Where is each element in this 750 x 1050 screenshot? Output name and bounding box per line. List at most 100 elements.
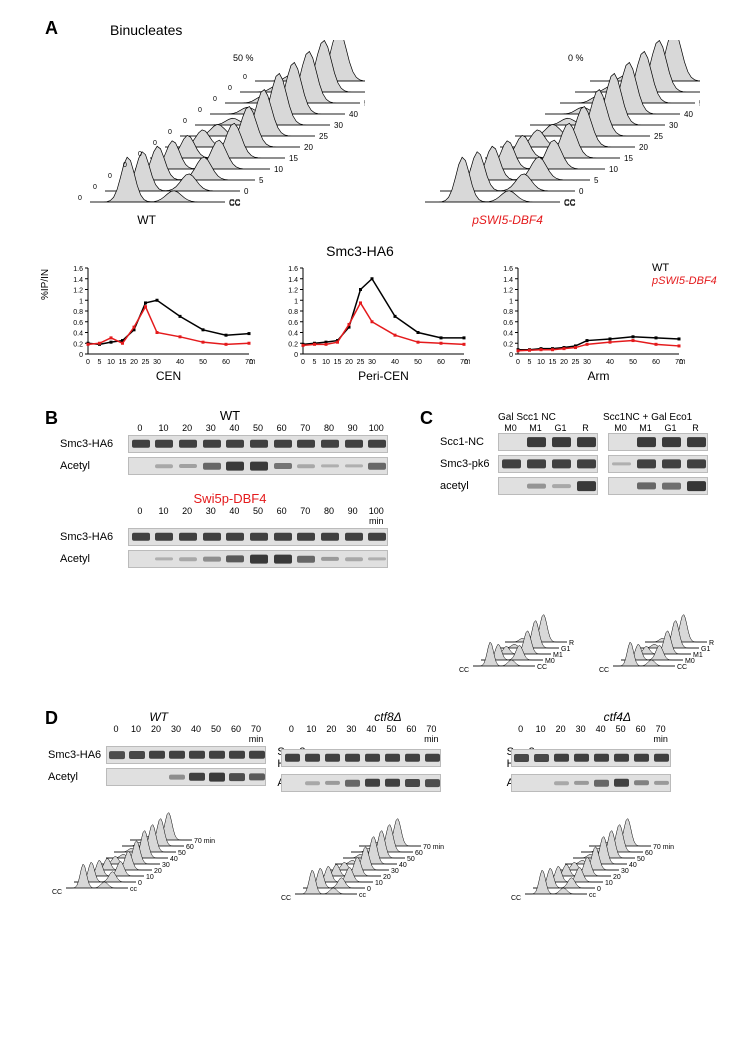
svg-text:CC: CC (564, 199, 576, 208)
svg-text:CC: CC (281, 895, 291, 902)
svg-text:30: 30 (368, 359, 376, 366)
svg-text:0.8: 0.8 (288, 309, 298, 316)
svg-text:60: 60 (415, 850, 423, 857)
svg-text:50: 50 (407, 856, 415, 863)
svg-text:0.6: 0.6 (73, 320, 83, 327)
svg-text:20: 20 (154, 868, 162, 875)
svg-text:1.4: 1.4 (503, 277, 513, 284)
svg-text:0.2: 0.2 (73, 341, 83, 348)
svg-text:50: 50 (629, 359, 637, 366)
svg-text:0: 0 (244, 187, 249, 196)
svg-text:40: 40 (176, 359, 184, 366)
svg-text:Arm: Arm (588, 369, 610, 382)
svg-text:0.4: 0.4 (73, 331, 83, 338)
svg-text:30: 30 (621, 868, 629, 875)
svg-text:30: 30 (391, 868, 399, 875)
svg-text:0 %: 0 % (568, 53, 584, 63)
svg-text:0: 0 (86, 359, 90, 366)
svg-text:1: 1 (509, 298, 513, 305)
svg-text:15: 15 (289, 154, 298, 163)
svg-text:0: 0 (138, 880, 142, 887)
svg-text:40: 40 (170, 856, 178, 863)
svg-text:cc: cc (359, 892, 367, 899)
svg-text:min: min (249, 357, 255, 366)
svg-text:M1: M1 (553, 652, 563, 659)
svg-text:30: 30 (334, 121, 343, 130)
svg-text:30: 30 (162, 862, 170, 869)
svg-text:50 %: 50 % (233, 53, 254, 63)
facs-3d-c-right: CCM0M1G1RCC (595, 580, 725, 680)
svg-text:40: 40 (606, 359, 614, 366)
facs-3d-c-left: CCM0M1G1RCC (455, 580, 585, 680)
svg-text:10: 10 (605, 880, 613, 887)
svg-text:0: 0 (198, 107, 202, 114)
svg-text:0: 0 (579, 187, 584, 196)
svg-text:10: 10 (107, 359, 115, 366)
svg-text:60: 60 (437, 359, 445, 366)
svg-text:15: 15 (549, 359, 557, 366)
svg-text:1: 1 (79, 298, 83, 305)
svg-text:0: 0 (168, 129, 172, 136)
svg-text:40: 40 (399, 862, 407, 869)
chip-legend-wt: WT (652, 262, 669, 274)
svg-text:50: 50 (199, 359, 207, 366)
svg-text:60: 60 (652, 359, 660, 366)
svg-text:CEN: CEN (156, 369, 181, 382)
svg-text:50: 50 (699, 99, 700, 108)
svg-text:1.4: 1.4 (73, 277, 83, 284)
svg-text:pSWI5-DBF4: pSWI5-DBF4 (471, 213, 543, 227)
svg-text:0: 0 (78, 195, 82, 202)
svg-text:CC: CC (229, 199, 241, 208)
svg-text:60: 60 (645, 850, 653, 857)
svg-text:10: 10 (146, 874, 154, 881)
svg-text:0.6: 0.6 (503, 320, 513, 327)
svg-text:0.4: 0.4 (288, 331, 298, 338)
svg-text:1.4: 1.4 (288, 277, 298, 284)
svg-text:30: 30 (669, 121, 678, 130)
svg-text:70 min: 70 min (194, 838, 215, 845)
chip-title: Smc3-HA6 (300, 243, 420, 259)
svg-text:0: 0 (138, 151, 142, 158)
svg-text:20: 20 (560, 359, 568, 366)
svg-text:25: 25 (319, 132, 328, 141)
svg-text:25: 25 (357, 359, 365, 366)
svg-text:50: 50 (364, 99, 365, 108)
svg-text:Peri-CEN: Peri-CEN (358, 369, 409, 382)
svg-text:cc: cc (589, 892, 597, 899)
svg-text:CC: CC (537, 664, 547, 671)
svg-text:M1: M1 (693, 652, 703, 659)
svg-text:5: 5 (259, 176, 264, 185)
svg-text:15: 15 (334, 359, 342, 366)
svg-text:40: 40 (391, 359, 399, 366)
svg-text:CC: CC (677, 664, 687, 671)
svg-text:0.6: 0.6 (288, 320, 298, 327)
svg-text:CC: CC (511, 895, 521, 902)
svg-text:1: 1 (294, 298, 298, 305)
svg-text:0: 0 (153, 140, 157, 147)
svg-text:5: 5 (594, 176, 599, 185)
svg-text:50: 50 (414, 359, 422, 366)
svg-text:15: 15 (119, 359, 127, 366)
svg-text:1.6: 1.6 (73, 266, 83, 273)
chip-cen: 00.20.40.60.811.21.41.605101520253040506… (60, 262, 255, 382)
binucleates-title: Binucleates (110, 22, 182, 38)
svg-text:10: 10 (609, 165, 618, 174)
svg-text:M0: M0 (685, 658, 695, 665)
panel-d-blots: WT010203040506070 minSmc3-HA6Acetylcc010… (48, 710, 728, 908)
svg-text:40: 40 (684, 110, 693, 119)
svg-text:10: 10 (375, 880, 383, 887)
svg-text:0: 0 (597, 886, 601, 893)
svg-text:0: 0 (123, 162, 127, 169)
svg-text:WT: WT (137, 213, 156, 227)
svg-text:5: 5 (528, 359, 532, 366)
svg-text:CC: CC (599, 667, 609, 674)
panel-b-label: B (45, 408, 58, 429)
chip-ylabel: %IP/IN (40, 269, 51, 300)
chip-legend-swi5: pSWI5-DBF4 (652, 275, 717, 287)
svg-text:0.4: 0.4 (503, 331, 513, 338)
svg-text:25: 25 (654, 132, 663, 141)
svg-text:60: 60 (186, 844, 194, 851)
svg-text:M0: M0 (545, 658, 555, 665)
svg-text:1.6: 1.6 (288, 266, 298, 273)
panel-a-label: A (45, 18, 58, 39)
